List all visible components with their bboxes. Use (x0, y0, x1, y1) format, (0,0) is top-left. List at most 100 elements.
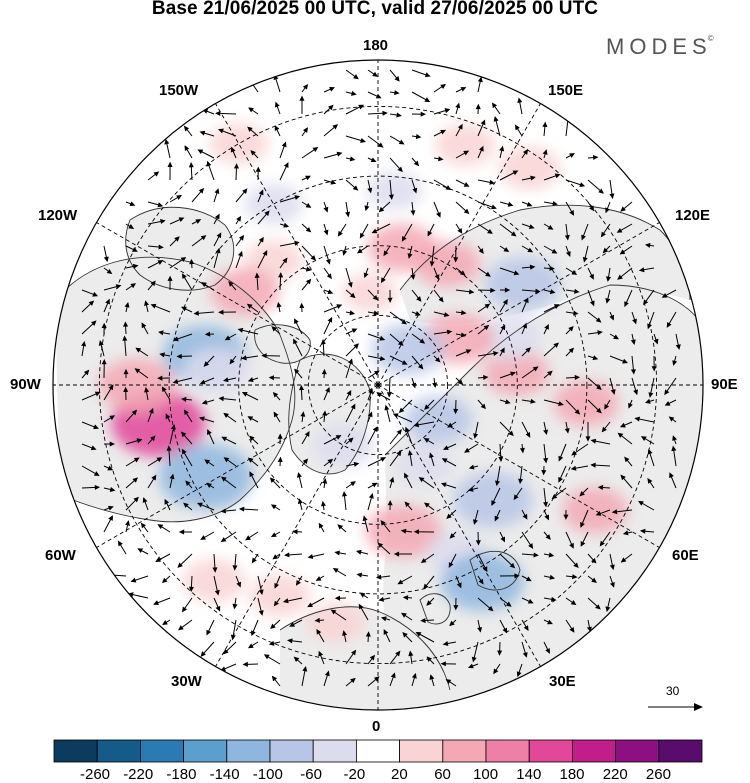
wind-arrow (320, 338, 326, 357)
wind-arrow (420, 553, 435, 564)
wind-arrow (499, 245, 510, 253)
map-title: Base 21/06/2025 00 UTC, valid 27/06/2025… (151, 0, 599, 19)
wind-arrow (389, 450, 402, 467)
colorbar-tick-label: 220 (602, 766, 628, 783)
wind-arrow (565, 399, 581, 415)
wind-arrow (345, 328, 358, 335)
wind-arrow (235, 188, 248, 203)
wind-arrow (184, 145, 193, 159)
wind-arrow (543, 173, 561, 181)
wind-arrow (314, 617, 325, 623)
wind-arrow (477, 201, 497, 210)
wind-arrow (477, 119, 486, 137)
wind-arrow (521, 619, 529, 632)
wind-arrow (220, 476, 237, 489)
colorbar-tick-label: 60 (434, 766, 451, 783)
wind-arrow (292, 529, 303, 535)
wind-arrow (455, 349, 472, 357)
wind-arrow (400, 528, 413, 534)
wind-arrow (413, 529, 435, 535)
wind-arrow (183, 502, 193, 511)
latitude-circle (238, 245, 518, 525)
wind-arrow (543, 619, 553, 625)
wind-arrow (199, 377, 215, 385)
wind-arrow (342, 245, 348, 256)
wind-arrow (296, 575, 303, 586)
wind-arrow (246, 303, 259, 313)
wind-arrow (158, 330, 171, 336)
wind-arrow (345, 69, 359, 80)
wind-arrow (284, 552, 303, 558)
wind-arrow (543, 552, 555, 558)
wind-arrow (455, 575, 462, 589)
wind-arrow (269, 477, 281, 489)
wind-arrow (117, 540, 127, 555)
wind-arrow (411, 91, 431, 103)
wind-arrow (337, 524, 347, 533)
wind-arrow (595, 509, 611, 516)
lon-label-30e: 30E (549, 673, 576, 690)
wind-arrow (397, 575, 413, 585)
map-border (52, 59, 704, 711)
wind-arrow (587, 377, 602, 391)
wind-arrow (453, 399, 459, 415)
wind-arrow (345, 179, 359, 191)
wind-arrow (565, 531, 574, 549)
wind-arrow (407, 245, 413, 259)
wind-arrow (388, 179, 394, 200)
wind-arrow (477, 145, 484, 159)
wind-arrow (169, 257, 187, 269)
wind-arrow (565, 245, 571, 257)
wind-arrow (477, 399, 486, 410)
wind-arrow (279, 141, 287, 159)
wind-arrow (235, 234, 245, 247)
wind-arrow (477, 223, 493, 234)
wind-arrow (125, 409, 138, 423)
colorbar-swatch (226, 739, 271, 763)
wind-arrow (666, 311, 677, 328)
wind-arrow (380, 267, 391, 284)
wind-arrow (464, 443, 479, 453)
wind-arrow (543, 201, 558, 207)
wind-arrow (157, 375, 171, 381)
wind-arrow (287, 638, 303, 644)
wind-arrow (455, 102, 461, 115)
wind-arrow (323, 267, 332, 280)
wind-arrow (543, 289, 556, 295)
wind-arrow (565, 179, 586, 187)
wind-arrow (334, 550, 347, 556)
colorbar-swatch (183, 739, 228, 763)
wind-arrow (455, 223, 463, 234)
colorbar-swatch (96, 739, 141, 763)
wind-arrow (407, 449, 413, 467)
wind-arrow (389, 476, 395, 489)
anomaly-blob (312, 423, 375, 467)
wind-arrow (103, 487, 116, 492)
wind-arrow (491, 102, 501, 115)
wind-arrow (582, 245, 589, 263)
wind-arrow (638, 267, 655, 273)
wind-arrow (323, 386, 330, 401)
wind-arrow (378, 596, 391, 602)
wind-arrow (411, 333, 426, 344)
colorbar-tick-label: 260 (645, 766, 671, 783)
wind-arrow (477, 76, 483, 93)
wind-arrow (521, 509, 528, 520)
wind-arrow (411, 134, 422, 140)
wind-arrow (580, 509, 589, 528)
colorbar-swatch (658, 739, 703, 763)
wind-arrow (477, 597, 494, 612)
wind-arrow (125, 263, 139, 269)
wind-arrow (277, 456, 283, 467)
colorbar-swatch (399, 739, 444, 763)
wind-arrow (169, 217, 185, 225)
wind-arrow (257, 575, 264, 596)
wind-arrow (203, 355, 215, 367)
wind-arrow (301, 147, 319, 159)
meridian-line (96, 222, 379, 386)
wind-arrow (499, 531, 505, 543)
wind-arrow (345, 310, 356, 316)
wind-arrow (322, 410, 328, 423)
wind-arrow (147, 474, 157, 489)
wind-arrow (631, 311, 637, 325)
